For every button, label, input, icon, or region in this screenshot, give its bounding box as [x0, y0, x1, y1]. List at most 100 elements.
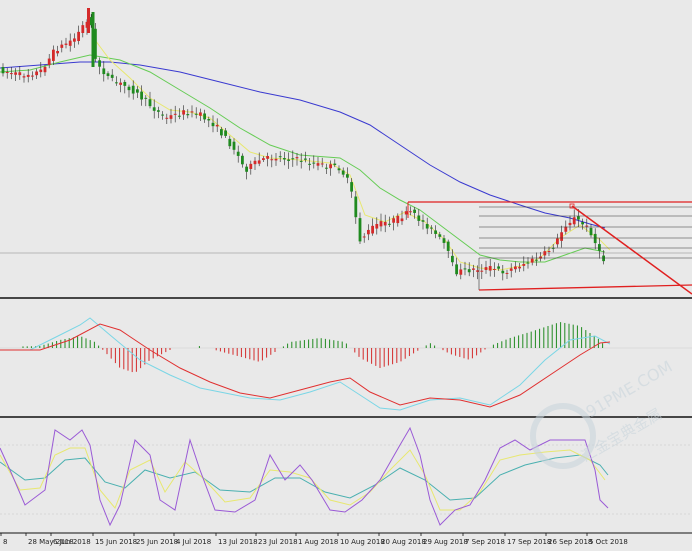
candle-body: [106, 73, 110, 76]
candle-body: [379, 221, 383, 227]
candle-body: [52, 49, 55, 61]
candle-body: [392, 218, 395, 223]
candle-body: [509, 268, 513, 271]
candle-body: [585, 225, 589, 227]
candle-body: [488, 266, 492, 271]
x-tick-label: 6 Jun 2018: [53, 538, 91, 546]
candle-body: [173, 113, 177, 115]
candle-body: [476, 270, 479, 272]
candle-body: [362, 236, 366, 238]
candle-body: [346, 174, 349, 178]
candle-body: [522, 263, 526, 266]
candle-body: [77, 31, 80, 41]
candle-body: [152, 107, 156, 111]
candle-body: [22, 76, 26, 78]
candle-body: [459, 269, 463, 275]
candle-body: [304, 158, 307, 160]
candle-body: [564, 226, 568, 232]
x-tick-label: 1 Aug 2018: [298, 538, 338, 546]
candle-body: [451, 255, 454, 263]
x-tick-label: 17 Sep 2018: [507, 538, 551, 546]
candle-body: [467, 269, 471, 273]
candle-body: [115, 82, 118, 84]
candle-body: [266, 156, 269, 159]
candle-body: [518, 266, 521, 269]
candle-body: [211, 122, 215, 127]
ma-mid-line: [0, 54, 606, 263]
stoch-d-line: [0, 447, 606, 511]
macd-lines: [0, 317, 611, 411]
candle-body: [299, 160, 303, 162]
candle-body: [131, 85, 135, 94]
candle-body: [446, 241, 450, 251]
candle-body: [295, 157, 299, 159]
support-resistance-levels: [407, 201, 692, 295]
candle-body: [493, 268, 496, 270]
candle-body: [568, 222, 572, 226]
candle-body: [333, 163, 337, 166]
candle-body: [308, 163, 311, 165]
candle-body: [60, 44, 64, 48]
x-tick-label: 29 Aug 2018: [423, 538, 468, 546]
x-tick-label: 7 Sep 2018: [465, 538, 505, 546]
candle-body: [144, 97, 148, 99]
candle-body: [501, 270, 505, 274]
candle-body: [136, 89, 139, 93]
candle-body: [325, 167, 328, 169]
candle-body: [148, 99, 152, 107]
candle-body: [312, 162, 316, 164]
candle-body: [215, 124, 219, 127]
candle-body: [371, 225, 374, 234]
candle-body: [320, 163, 324, 165]
candle-body: [73, 38, 76, 42]
x-tick-label: 23 Jul 2018: [258, 538, 298, 546]
candle-body: [194, 113, 198, 115]
candle-body: [14, 72, 17, 75]
candle-body: [530, 258, 534, 263]
trendline-anchor: [569, 203, 575, 209]
candle-body: [409, 211, 412, 213]
candle-body: [442, 238, 446, 243]
candle-body: [556, 238, 559, 245]
candle-body: [123, 81, 127, 86]
x-tick-label: 5 Oct 2018: [589, 538, 628, 546]
candle-body: [232, 141, 236, 150]
candle-body: [56, 50, 59, 54]
candle-body: [270, 159, 274, 161]
descending-trendline: [571, 205, 692, 295]
candle-body: [438, 234, 442, 237]
candle-body: [224, 130, 227, 136]
x-tick-label: 4 Jul 2018: [176, 538, 211, 546]
candle-body: [127, 86, 131, 91]
candle-body: [169, 115, 173, 119]
candle-body: [245, 166, 248, 172]
candle-body: [10, 73, 13, 75]
candle-body: [329, 164, 332, 169]
candle-body: [89, 17, 93, 26]
candle-body: [383, 221, 387, 226]
candle-body: [26, 74, 30, 77]
candle-body: [140, 91, 143, 100]
candle-body: [463, 268, 467, 270]
x-tick-label: 20 Aug 2018: [381, 538, 426, 546]
candle-body: [472, 268, 475, 270]
candle-body: [375, 223, 379, 229]
candle-body: [262, 158, 265, 161]
candle-body: [91, 12, 95, 67]
candlesticks: [1, 8, 605, 281]
candle-body: [337, 168, 341, 171]
candle-body: [18, 72, 22, 76]
candle-body: [110, 74, 114, 78]
candle-body: [455, 264, 458, 275]
candle-body: [547, 251, 551, 253]
candle-body: [283, 158, 286, 160]
candle-body: [484, 267, 488, 270]
candle-body: [68, 40, 72, 46]
candle-body: [5, 71, 9, 73]
candle-body: [560, 232, 563, 241]
x-tick-label: 25 Jun 2018: [136, 538, 178, 546]
candle-body: [598, 244, 601, 251]
x-tick-label: 13 Jul 2018: [218, 538, 258, 546]
macd-histogram: [22, 322, 604, 373]
